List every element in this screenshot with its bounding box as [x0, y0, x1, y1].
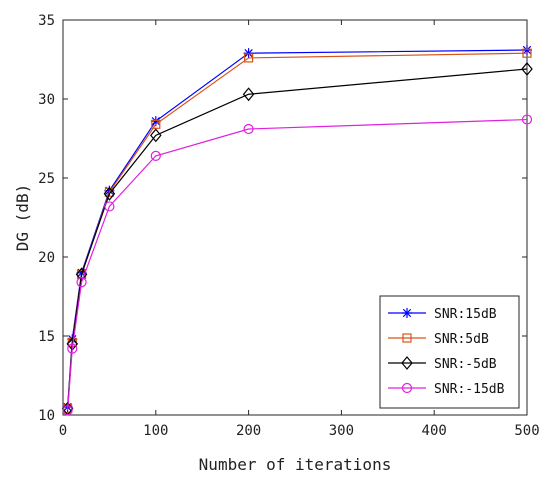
legend-item: SNR:-5dB — [388, 356, 497, 372]
y-tick-label: 10 — [38, 408, 55, 424]
plot-frame — [62, 19, 528, 416]
marker-stroke — [522, 45, 532, 55]
y-tick-label: 20 — [38, 250, 55, 266]
legend-marker — [401, 382, 413, 394]
data-point — [151, 119, 161, 129]
marker-stroke — [244, 49, 253, 58]
y-axis-label: DG (dB) — [13, 184, 32, 251]
data-point — [104, 201, 115, 212]
series-layer — [61, 45, 533, 416]
legend-item: SNR:5dB — [388, 332, 489, 347]
y-tick-label: 15 — [38, 329, 55, 345]
legend: SNR:15dB SNR:5dB SNR:-5dB SNR:-15dB — [379, 295, 520, 409]
y-tick-label: 35 — [38, 13, 55, 29]
y-tick-label: 25 — [38, 171, 55, 187]
data-point — [76, 277, 87, 288]
data-point — [243, 48, 254, 59]
marker-stroke — [151, 116, 160, 126]
x-tick-label: 200 — [236, 423, 261, 439]
data-point — [67, 343, 78, 354]
x-tick-label: 100 — [143, 423, 168, 439]
legend-marker — [401, 356, 413, 370]
data-point — [522, 48, 532, 58]
x-axis-ticks: 0 100 200 300 400 500 — [59, 20, 540, 439]
legend-label: SNR:-5dB — [434, 357, 497, 372]
axes-box — [62, 19, 528, 416]
x-tick-label: 0 — [59, 423, 67, 439]
legend-item: SNR:15dB — [388, 307, 497, 322]
legend-label: SNR:15dB — [434, 307, 497, 322]
x-tick-label: 400 — [422, 423, 447, 439]
series-4 — [62, 114, 533, 416]
series-line — [67, 118, 528, 411]
x-axis-label: Number of iterations — [199, 455, 392, 474]
legend-label: SNR:-15dB — [434, 382, 505, 397]
data-point — [150, 128, 162, 143]
marker-stroke — [402, 308, 412, 318]
legend-marker — [402, 333, 412, 343]
data-point — [242, 87, 255, 102]
y-tick-label: 30 — [38, 92, 55, 108]
x-tick-label: 500 — [514, 423, 539, 439]
data-point — [521, 62, 533, 76]
data-point — [243, 123, 254, 135]
legend-marker — [402, 308, 412, 318]
legend-label: SNR:5dB — [434, 332, 489, 347]
data-point — [521, 114, 533, 125]
data-point — [244, 53, 254, 63]
legend-item: SNR:-15dB — [388, 382, 505, 397]
data-point — [62, 405, 73, 416]
data-point — [522, 45, 532, 56]
x-tick-label: 300 — [329, 423, 354, 439]
data-point — [103, 186, 116, 201]
data-point — [150, 150, 161, 161]
